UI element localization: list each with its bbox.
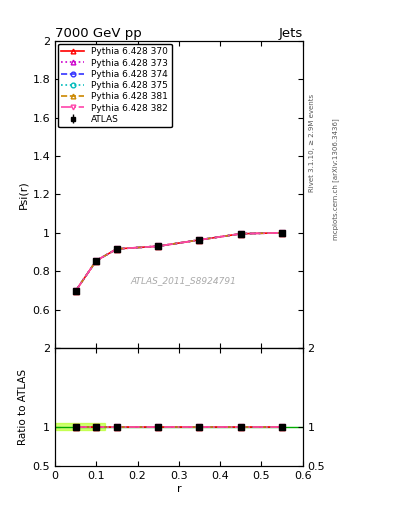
Line: Pythia 6.428 382: Pythia 6.428 382 [73,230,285,294]
Pythia 6.428 382 [197,237,202,243]
Pythia 6.428 373 [115,246,119,252]
Pythia 6.428 374 [73,288,78,294]
Pythia 6.428 375 [197,237,202,243]
Pythia 6.428 375 [73,288,78,294]
Legend: Pythia 6.428 370, Pythia 6.428 373, Pythia 6.428 374, Pythia 6.428 375, Pythia 6: Pythia 6.428 370, Pythia 6.428 373, Pyth… [58,44,172,127]
Pythia 6.428 382 [280,230,285,236]
Pythia 6.428 370 [94,258,99,264]
Text: Rivet 3.1.10, ≥ 2.9M events: Rivet 3.1.10, ≥ 2.9M events [309,94,314,193]
Line: Pythia 6.428 370: Pythia 6.428 370 [73,230,285,294]
Pythia 6.428 381 [156,243,161,249]
Pythia 6.428 370 [239,231,243,237]
Text: Jets: Jets [278,27,303,40]
Pythia 6.428 370 [197,237,202,243]
Pythia 6.428 373 [156,243,161,249]
Pythia 6.428 382 [94,258,99,264]
Y-axis label: Ratio to ATLAS: Ratio to ATLAS [18,369,28,445]
Pythia 6.428 381 [94,258,99,264]
Pythia 6.428 381 [280,230,285,236]
Pythia 6.428 375 [239,231,243,237]
Pythia 6.428 374 [94,258,99,264]
Line: Pythia 6.428 373: Pythia 6.428 373 [73,230,285,294]
Pythia 6.428 370 [115,246,119,252]
Pythia 6.428 373 [197,237,202,243]
Pythia 6.428 382 [156,243,161,249]
Y-axis label: Psi(r): Psi(r) [18,180,28,209]
Bar [55,423,105,430]
Pythia 6.428 375 [156,243,161,249]
Pythia 6.428 382 [239,231,243,237]
Pythia 6.428 382 [73,288,78,294]
Text: ATLAS_2011_S8924791: ATLAS_2011_S8924791 [131,276,237,285]
Pythia 6.428 381 [115,246,119,252]
Pythia 6.428 370 [280,230,285,236]
Pythia 6.428 373 [239,231,243,237]
Pythia 6.428 374 [239,231,243,237]
Pythia 6.428 381 [73,288,78,294]
Pythia 6.428 382 [115,246,119,252]
Pythia 6.428 370 [156,243,161,249]
Text: 7000 GeV pp: 7000 GeV pp [55,27,142,40]
Pythia 6.428 374 [280,230,285,236]
X-axis label: r: r [176,483,181,494]
Pythia 6.428 381 [239,231,243,237]
Pythia 6.428 375 [115,246,119,252]
Pythia 6.428 375 [280,230,285,236]
Pythia 6.428 373 [94,258,99,264]
Pythia 6.428 373 [280,230,285,236]
Pythia 6.428 370 [73,288,78,294]
Pythia 6.428 374 [197,237,202,243]
Pythia 6.428 373 [73,288,78,294]
Pythia 6.428 375 [94,258,99,264]
Pythia 6.428 381 [197,237,202,243]
Line: Pythia 6.428 375: Pythia 6.428 375 [73,230,285,294]
Line: Pythia 6.428 381: Pythia 6.428 381 [73,230,285,294]
Text: mcplots.cern.ch [arXiv:1306.3436]: mcplots.cern.ch [arXiv:1306.3436] [332,118,339,240]
Pythia 6.428 374 [156,243,161,249]
Line: Pythia 6.428 374: Pythia 6.428 374 [73,230,285,294]
Pythia 6.428 374 [115,246,119,252]
